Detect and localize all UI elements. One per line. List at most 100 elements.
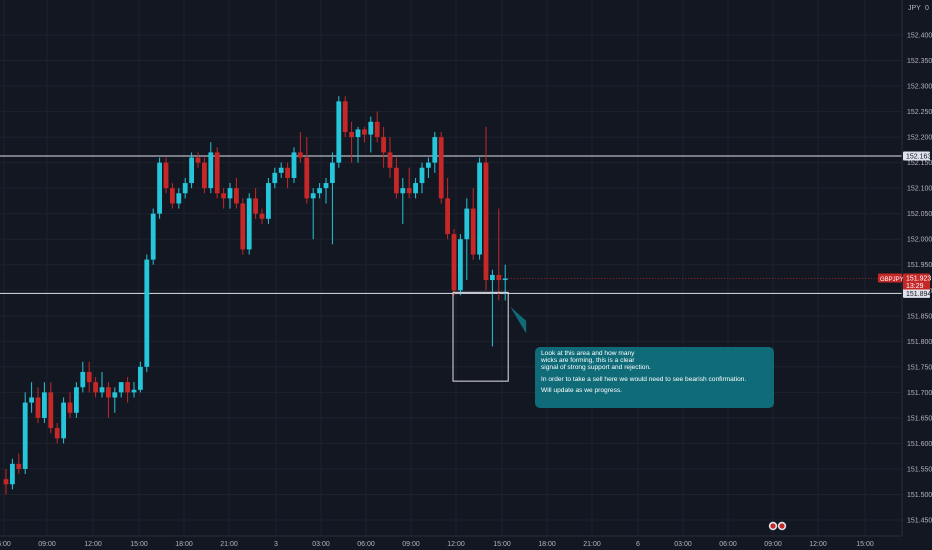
candle-body: [310, 193, 316, 199]
time-tick-label: 6: [636, 541, 640, 548]
candle-body: [189, 157, 194, 184]
annotation-layer[interactable]: [452, 291, 527, 382]
time-tick-label: 18:00: [175, 541, 193, 548]
candle-body: [29, 397, 34, 403]
callout-line-2: wicks are forming, this is a clear: [541, 357, 635, 365]
candle-body: [426, 162, 431, 168]
candle-body: [298, 152, 303, 158]
candle-body: [406, 188, 412, 194]
candle-body: [144, 259, 150, 367]
candle-body: [285, 167, 290, 178]
level-price-text: 152.163: [906, 153, 931, 160]
price-axis[interactable]: 152.400 152.350 152.300 152.250 152.200 152.1…: [878, 33, 932, 525]
currency-label: JPY: [908, 5, 921, 12]
time-axis[interactable]: 6:00 09:00 12:00 15:00 18:00 21:00 3 03:00 06:00…: [0, 541, 874, 548]
last-price-value: 151.923: [906, 276, 931, 283]
time-tick-label: 06:00: [357, 541, 375, 548]
time-tick-label: 03:00: [312, 541, 330, 548]
candle-body: [22, 402, 28, 469]
candle-body: [381, 137, 386, 153]
candle-body: [445, 198, 450, 235]
candle-body: [202, 162, 207, 189]
candle-body: [266, 183, 271, 219]
candle-body: [16, 463, 22, 469]
candle-body: [176, 193, 182, 204]
candle-body: [246, 198, 252, 250]
candle-body: [458, 239, 463, 291]
candle-body: [394, 167, 399, 194]
time-tick-label: 6:00: [0, 541, 11, 548]
candle-series: [3, 96, 508, 495]
candle-body: [278, 167, 284, 173]
candle-body: [362, 129, 367, 135]
candle-body: [138, 366, 143, 390]
candle-body: [150, 213, 156, 260]
candle-body: [74, 387, 79, 413]
candle-body: [291, 152, 297, 178]
candle-body: [10, 463, 15, 485]
candle-body: [349, 132, 354, 138]
last-price-tag: [903, 273, 930, 290]
candle-body: [131, 389, 137, 393]
candle-body: [99, 387, 105, 393]
candle-body: [438, 137, 444, 199]
price-tick-label: 152.200: [907, 135, 932, 142]
price-tick-label: 151.550: [907, 466, 932, 473]
candle-body: [234, 188, 239, 204]
price-tick-label: 151.600: [907, 441, 932, 448]
candle-body: [118, 382, 124, 393]
candle-body: [61, 402, 66, 439]
last-price-countdown: 13:29: [906, 283, 924, 290]
candle-body: [387, 152, 393, 168]
candle-body: [336, 101, 342, 163]
candle-body: [86, 371, 92, 383]
candle-body: [432, 137, 438, 163]
candle-body: [330, 162, 335, 184]
time-tick-label: 09:00: [402, 541, 420, 548]
candle-body: [502, 278, 508, 281]
time-tick-label: 09:00: [38, 541, 56, 548]
candle-body: [355, 129, 361, 138]
symbol-tag-text: GBPJPY: [880, 277, 904, 283]
candle-body: [163, 162, 169, 189]
price-tick-label: 151.800: [907, 339, 932, 346]
candle-body: [477, 162, 482, 255]
price-tick-label: 152.000: [907, 237, 932, 244]
candle-body: [54, 428, 60, 439]
candle-body: [67, 402, 73, 413]
candle-body: [106, 387, 111, 398]
candle-body: [240, 203, 246, 250]
level-price-tag: [903, 151, 930, 161]
annotation-callout[interactable]: Look at this area and how many wicks are…: [535, 347, 774, 408]
price-tick-label: 152.300: [907, 84, 932, 91]
time-tick-label: 09:00: [764, 541, 782, 548]
callout-line-3: signal of strong support and rejection.: [541, 364, 651, 372]
candle-body: [317, 188, 322, 194]
candle-body: [470, 208, 476, 255]
callout-line-1: Look at this area and how many: [541, 350, 635, 357]
candle-body: [112, 392, 118, 398]
support-highlight-box[interactable]: [452, 291, 509, 382]
candle-body: [3, 479, 9, 485]
callout-pointer: [510, 306, 527, 334]
callout-line-4: In order to take a sell here we would ne…: [541, 375, 747, 383]
time-tick-label: 18:00: [538, 541, 556, 548]
candle-body: [182, 183, 188, 194]
time-tick-label: 12:00: [447, 541, 465, 548]
candle-body: [93, 382, 98, 393]
candle-body: [227, 188, 233, 199]
candle-body: [157, 162, 162, 214]
tradingview-logo-icon[interactable]: [768, 521, 788, 531]
horizontal-levels[interactable]: [0, 155, 902, 294]
level-price-text: 151.894: [906, 291, 931, 298]
candle-body: [374, 121, 380, 138]
callout-paragraph-1: Look at this area and how many wicks are…: [541, 350, 768, 372]
price-tick-label: 152.250: [907, 109, 932, 116]
candle-body: [80, 371, 86, 388]
candle-body: [125, 382, 130, 393]
axis-settings-zero[interactable]: 0: [925, 5, 929, 12]
candle-body: [451, 234, 457, 291]
price-tick-label: 151.700: [907, 390, 932, 397]
callout-line-5: Will update as we progress.: [541, 386, 622, 394]
